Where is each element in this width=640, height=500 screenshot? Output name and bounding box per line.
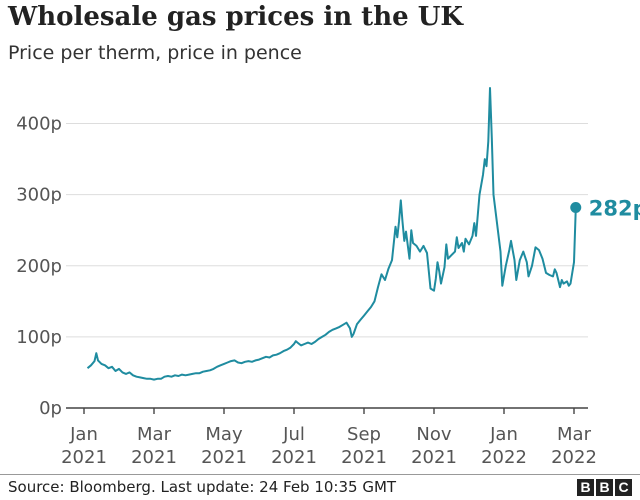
x-tick-month: Nov <box>416 424 451 445</box>
x-tick-month: Jul <box>282 424 305 445</box>
gridlines <box>66 123 588 338</box>
x-tick-month: Jan <box>69 424 98 445</box>
x-tick-month: May <box>205 424 243 445</box>
x-tick-year: 2021 <box>131 447 177 468</box>
end-value-label: 282p <box>589 196 640 220</box>
y-axis-ticks: 0p 100p 200p 300p 400p <box>16 114 62 419</box>
x-tick-year: 2021 <box>271 447 317 468</box>
chart-title: Wholesale gas prices in the UK <box>8 2 463 32</box>
x-tick-month: Mar <box>557 424 592 445</box>
x-tick-month: Mar <box>137 424 172 445</box>
x-tick-year: 2021 <box>411 447 457 468</box>
x-tick-month: Jan <box>489 424 518 445</box>
logo-letter: C <box>615 479 632 496</box>
footer-divider <box>0 474 640 475</box>
x-tick-year: 2021 <box>341 447 387 468</box>
y-tick-label: 100p <box>16 327 62 348</box>
end-point-marker <box>570 201 582 213</box>
annotations: 282p <box>570 196 640 220</box>
series-layer <box>86 87 577 381</box>
y-tick-label: 400p <box>16 114 62 135</box>
x-tick-year: 2021 <box>61 447 107 468</box>
bbc-logo: B B C <box>577 479 632 496</box>
series-line <box>86 87 577 381</box>
y-tick-label: 0p <box>39 398 62 419</box>
x-tick-year: 2022 <box>481 447 527 468</box>
y-tick-label: 200p <box>16 256 62 277</box>
chart-subtitle: Price per therm, price in pence <box>8 42 302 64</box>
x-tick-month: Sep <box>347 424 381 445</box>
x-axis-ticks: Jan2021Mar2021May2021Jul2021Sep2021Nov20… <box>61 407 597 468</box>
x-tick-year: 2022 <box>551 447 597 468</box>
logo-letter: B <box>577 479 594 496</box>
y-tick-label: 300p <box>16 185 62 206</box>
logo-letter: B <box>596 479 613 496</box>
source-note: Source: Bloomberg. Last update: 24 Feb 1… <box>8 478 397 496</box>
x-tick-year: 2021 <box>201 447 247 468</box>
